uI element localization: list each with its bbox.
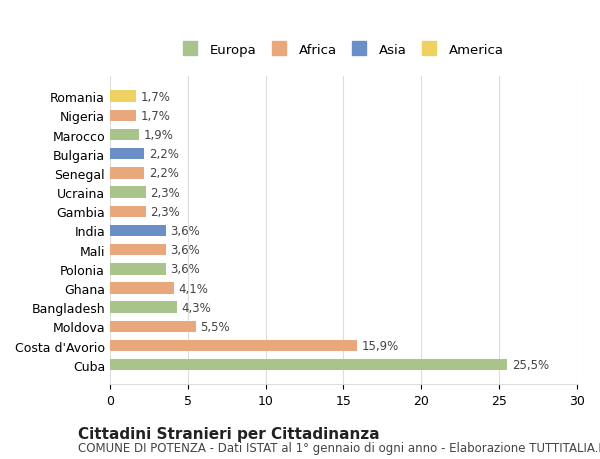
Text: 2,2%: 2,2% bbox=[149, 167, 179, 180]
Bar bbox=[110, 283, 174, 294]
Bar bbox=[110, 302, 177, 313]
Text: 1,7%: 1,7% bbox=[141, 90, 171, 103]
Text: 5,5%: 5,5% bbox=[200, 320, 230, 333]
Bar bbox=[110, 206, 146, 218]
Text: COMUNE DI POTENZA - Dati ISTAT al 1° gennaio di ogni anno - Elaborazione TUTTITA: COMUNE DI POTENZA - Dati ISTAT al 1° gen… bbox=[78, 442, 600, 454]
Text: 4,1%: 4,1% bbox=[178, 282, 208, 295]
Bar bbox=[110, 187, 146, 198]
Bar bbox=[110, 340, 358, 352]
Text: 3,6%: 3,6% bbox=[170, 263, 200, 276]
Bar bbox=[110, 110, 136, 122]
Text: 4,3%: 4,3% bbox=[181, 301, 211, 314]
Text: 2,3%: 2,3% bbox=[151, 205, 180, 218]
Legend: Europa, Africa, Asia, America: Europa, Africa, Asia, America bbox=[183, 44, 504, 57]
Text: 1,9%: 1,9% bbox=[144, 129, 174, 142]
Bar bbox=[110, 359, 507, 371]
Text: 3,6%: 3,6% bbox=[170, 224, 200, 237]
Bar bbox=[110, 225, 166, 237]
Bar bbox=[110, 129, 139, 141]
Bar bbox=[110, 149, 144, 160]
Text: 1,7%: 1,7% bbox=[141, 110, 171, 123]
Bar bbox=[110, 321, 196, 332]
Text: 25,5%: 25,5% bbox=[512, 358, 549, 371]
Bar bbox=[110, 168, 144, 179]
Text: 15,9%: 15,9% bbox=[362, 339, 400, 352]
Bar bbox=[110, 263, 166, 275]
Text: Cittadini Stranieri per Cittadinanza: Cittadini Stranieri per Cittadinanza bbox=[78, 425, 380, 441]
Bar bbox=[110, 244, 166, 256]
Text: 2,3%: 2,3% bbox=[151, 186, 180, 199]
Text: 3,6%: 3,6% bbox=[170, 244, 200, 257]
Text: 2,2%: 2,2% bbox=[149, 148, 179, 161]
Bar bbox=[110, 91, 136, 103]
